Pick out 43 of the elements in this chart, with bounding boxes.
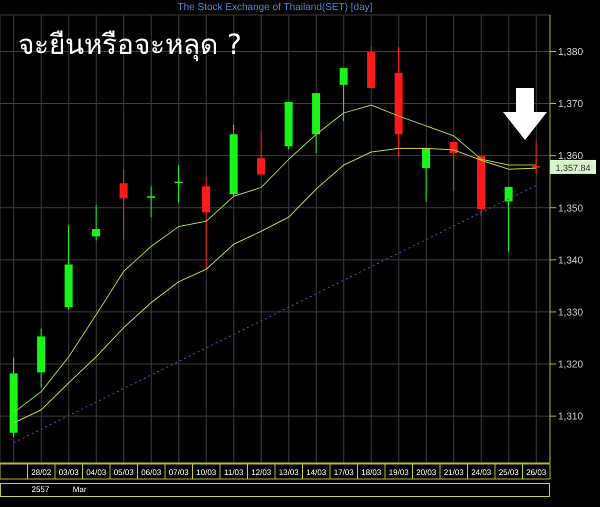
line-series — [13, 184, 537, 444]
x-tick-label: 14/03 — [306, 468, 327, 477]
x-tick-label: 07/03 — [168, 468, 190, 477]
x-tick-label: 19/03 — [388, 468, 410, 477]
x-tick-label: 21/03 — [444, 468, 464, 477]
y-tick-label: 1,370 — [558, 99, 584, 110]
candlestick — [92, 204, 100, 242]
chart-title: The Stock Exchange of Thailand(SET) [day] — [176, 2, 374, 13]
x-tick-label: 20/03 — [416, 468, 437, 477]
x-tick-label: 25/03 — [498, 468, 520, 477]
x-tick-label: 26/03 — [526, 468, 547, 477]
x-tick-label: 05/03 — [114, 468, 134, 477]
x-tick-label: 04/03 — [86, 468, 107, 477]
candlestick — [450, 142, 458, 192]
text: Mar — [72, 485, 87, 495]
y-tick-label: 1,350 — [558, 203, 584, 214]
candlestick — [257, 130, 266, 176]
x-tick-label: 03/03 — [58, 468, 80, 477]
y-tick-label: 1,330 — [558, 307, 584, 318]
text: 2557 — [32, 485, 50, 495]
x-tick-label: 28/02 — [31, 468, 52, 477]
y-tick-label: 1,340 — [558, 255, 584, 266]
x-tick-label: 24/03 — [471, 468, 492, 477]
y-tick-label: 1,360 — [558, 151, 584, 162]
x-tick-label: 12/03 — [251, 468, 272, 477]
x-tick-label: 10/03 — [196, 468, 217, 477]
y-tick-label: 1,310 — [558, 412, 584, 423]
candlestick — [174, 164, 183, 204]
candlestick — [147, 186, 156, 218]
text: จะยืนหรือจะหลุด ? — [18, 27, 242, 64]
y-tick-label: 1,380 — [558, 47, 584, 58]
candlestick — [120, 168, 128, 240]
candlestick — [340, 68, 348, 122]
candlestick — [532, 140, 540, 175]
x-tick-label: 11/03 — [224, 468, 244, 477]
x-tick-label: 13/03 — [278, 468, 300, 477]
candlestick — [504, 186, 513, 252]
x-tick-label: 17/03 — [334, 468, 354, 477]
annotation: 1,357.84 — [555, 162, 591, 173]
candlestick — [422, 148, 430, 203]
y-tick-label: 1,320 — [558, 360, 584, 371]
x-tick-label: 06/03 — [141, 468, 162, 477]
x-tick-label: 18/03 — [361, 468, 382, 477]
